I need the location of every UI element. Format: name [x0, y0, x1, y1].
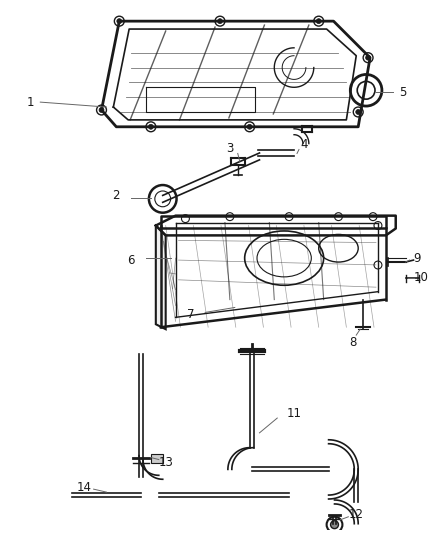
Text: 2: 2 — [113, 189, 120, 203]
Text: 8: 8 — [350, 336, 357, 349]
Text: 5: 5 — [399, 86, 406, 99]
Circle shape — [331, 521, 339, 529]
Text: 4: 4 — [300, 138, 307, 151]
Circle shape — [99, 108, 104, 112]
Circle shape — [117, 19, 122, 23]
Text: 13: 13 — [158, 456, 173, 469]
Polygon shape — [156, 225, 166, 329]
Text: 10: 10 — [414, 271, 429, 284]
Circle shape — [356, 109, 360, 115]
Text: 12: 12 — [349, 508, 364, 521]
Text: 1: 1 — [27, 95, 34, 109]
Circle shape — [218, 19, 223, 23]
Circle shape — [148, 124, 153, 130]
Text: 6: 6 — [127, 254, 135, 266]
Bar — [151, 454, 163, 464]
Text: 7: 7 — [187, 308, 194, 321]
Text: 9: 9 — [414, 252, 421, 264]
Circle shape — [316, 19, 321, 23]
Text: 11: 11 — [286, 407, 301, 419]
Circle shape — [366, 55, 371, 60]
Text: 3: 3 — [226, 142, 233, 155]
Text: 14: 14 — [76, 481, 91, 494]
Circle shape — [247, 124, 252, 130]
